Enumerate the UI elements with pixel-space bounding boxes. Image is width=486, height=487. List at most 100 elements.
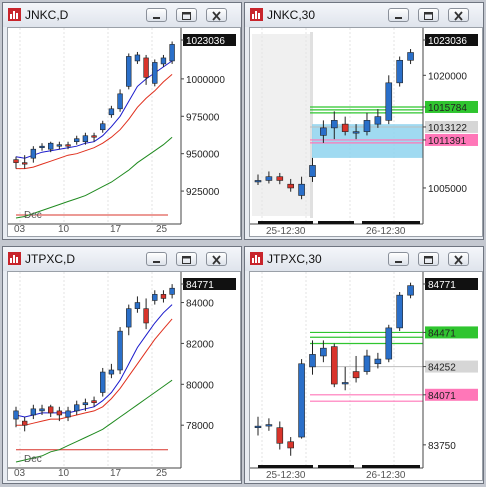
candle-body	[298, 183, 305, 196]
mid-ma-line	[16, 318, 173, 426]
candle-body	[100, 371, 106, 393]
minimize-button[interactable]	[146, 8, 167, 22]
session-bar	[362, 465, 420, 468]
candle-body	[298, 363, 305, 438]
chart-window-jtpxc-daily[interactable]: JTPXC,D 84771 84000 82000 80000 78000 Dec 03…	[2, 246, 242, 484]
price-label: 84000	[186, 299, 214, 310]
minimize-icon	[153, 17, 160, 19]
price-label: 950000	[186, 150, 220, 161]
minimize-icon	[395, 261, 402, 263]
close-icon	[454, 255, 463, 265]
date-label: 17	[110, 224, 122, 235]
candle-body	[330, 346, 338, 385]
maximize-button[interactable]	[418, 252, 439, 266]
window-titlebar[interactable]: JNKC,30	[245, 3, 483, 27]
candle-body	[341, 382, 349, 385]
date-label: 03	[14, 468, 26, 479]
candle-body	[82, 135, 89, 143]
maximize-icon	[182, 256, 191, 264]
shadow-edge	[310, 32, 313, 218]
chart-plot-area[interactable]: 84771 84000 82000 80000 78000 Dec 03 10 17 2…	[7, 271, 241, 481]
long-ma-line	[15, 379, 173, 463]
date-label: 10	[58, 468, 70, 479]
candle-body	[39, 145, 45, 148]
window-titlebar[interactable]: JTPXC,D	[3, 247, 241, 271]
session-bar	[318, 221, 354, 224]
price-tag	[425, 120, 478, 133]
candle-body	[21, 162, 28, 165]
candle-body	[74, 138, 80, 143]
candle-body	[56, 144, 63, 147]
candle-body	[169, 287, 175, 295]
bar-chart-app-icon	[8, 252, 21, 270]
price-tag	[425, 360, 478, 373]
candle-body	[265, 176, 273, 181]
minimize-icon	[153, 261, 160, 263]
candle-body	[363, 355, 371, 372]
window-titlebar[interactable]: JNKC,D	[3, 3, 241, 27]
candle-body	[276, 427, 284, 444]
chart-plot-area[interactable]: 1023036 1000000 975000 950000 925000 Dec 03 …	[7, 27, 241, 237]
close-button[interactable]	[206, 8, 227, 22]
chart-window-jtpxc-30min[interactable]: JTPXC,30 84771 84471 84252 84071 83750 25-12…	[244, 246, 484, 484]
candle-body	[169, 44, 175, 62]
price-label: 84771	[428, 280, 456, 291]
minimize-button[interactable]	[146, 252, 167, 266]
candle-body	[287, 183, 294, 189]
candle-body	[30, 408, 37, 416]
candle-body	[330, 120, 338, 129]
minimize-button[interactable]	[388, 8, 409, 22]
candle-body	[287, 441, 294, 449]
window-titlebar[interactable]: JTPXC,30	[245, 247, 483, 271]
candlestick-chart[interactable]: 84771 84000 82000 80000 78000 Dec 03 10 17 2…	[8, 272, 240, 480]
maximize-button[interactable]	[176, 252, 197, 266]
candle-body	[160, 294, 167, 299]
candle-body	[152, 62, 158, 84]
candle-body	[385, 327, 393, 360]
chart-window-jnkc-daily[interactable]: JNKC,D 1023036 1000000 975000 950000 925000 …	[2, 2, 242, 240]
maximize-button[interactable]	[418, 8, 439, 22]
candle-body	[39, 408, 45, 412]
candle-body	[407, 52, 414, 61]
window-title: JTPXC,30	[267, 252, 322, 266]
chart-window-jnkc-30min[interactable]: JNKC,30 1023036 1020000 1015784 1013122 1011…	[244, 2, 484, 240]
close-button[interactable]	[206, 252, 227, 266]
candle-body	[126, 308, 132, 328]
candle-body	[396, 294, 403, 329]
candle-body	[82, 402, 89, 406]
chart-plot-area[interactable]: 1023036 1020000 1015784 1013122 1011391 10050…	[249, 27, 483, 237]
price-tag	[183, 278, 236, 290]
maximize-button[interactable]	[176, 8, 197, 22]
candle-body	[48, 406, 54, 414]
candle-body	[309, 165, 316, 177]
candlestick-chart[interactable]: 1023036 1020000 1015784 1013122 1011391 10050…	[250, 28, 482, 237]
date-label: 25	[156, 224, 168, 235]
window-title: JTPXC,D	[25, 252, 76, 266]
window-title: JNKC,30	[267, 8, 316, 22]
price-label: 1013122	[428, 123, 467, 134]
candle-body	[385, 82, 393, 121]
candle-body	[91, 135, 97, 138]
price-tag	[425, 326, 478, 339]
close-button[interactable]	[448, 252, 469, 266]
session-bar	[362, 221, 420, 224]
price-tag	[183, 34, 236, 46]
close-button[interactable]	[448, 8, 469, 22]
candle-body	[352, 371, 360, 379]
candle-body	[341, 123, 349, 132]
candle-body	[74, 404, 80, 412]
chart-plot-area[interactable]: 84771 84471 84252 84071 83750 25-12:30 26-12…	[249, 271, 483, 481]
candle-body	[396, 59, 403, 84]
candle-body	[65, 410, 71, 418]
minimize-button[interactable]	[388, 252, 409, 266]
price-label: 82000	[186, 339, 214, 350]
window-title: JNKC,D	[25, 8, 69, 22]
candle-body	[21, 420, 28, 426]
candlestick-chart[interactable]: 84771 84471 84252 84071 83750 25-12:30 26-12…	[250, 272, 482, 481]
price-label: 1000000	[186, 75, 225, 86]
minimize-icon	[395, 17, 402, 19]
candle-body	[309, 354, 316, 368]
candle-body	[143, 308, 149, 324]
candle-body	[126, 56, 132, 87]
